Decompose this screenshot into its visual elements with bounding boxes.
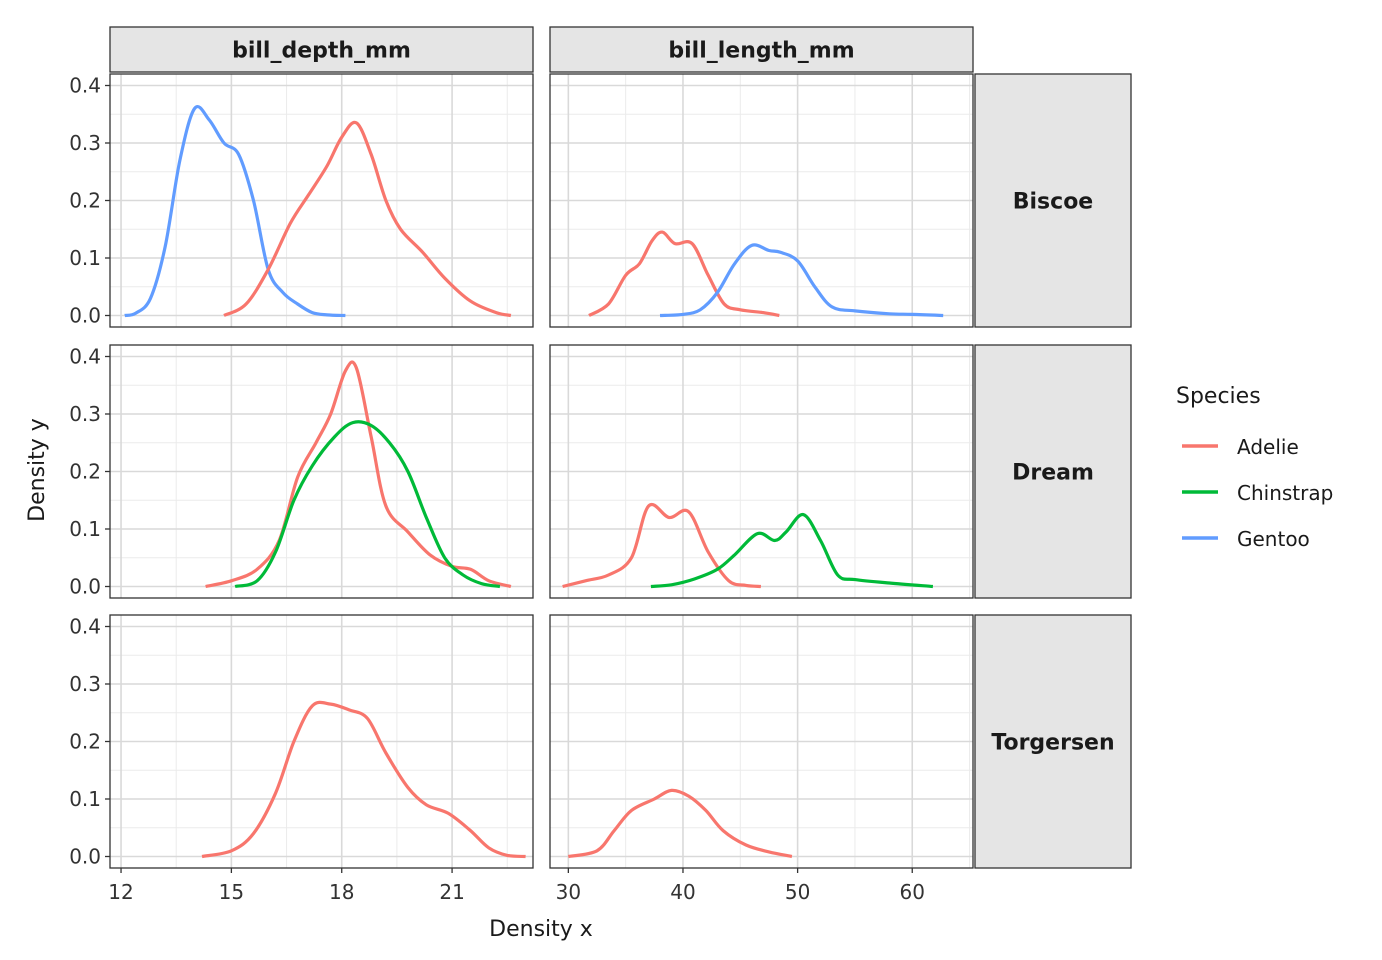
density-line-adelie <box>562 502 762 589</box>
y-tick-label: 0.3 <box>69 402 101 426</box>
y-tick-label: 0.0 <box>69 845 101 869</box>
density-line-adelie <box>223 120 512 318</box>
legend-items: Adelie Chinstrap Gentoo <box>1182 435 1333 551</box>
y-tick-label: 0.2 <box>69 730 101 754</box>
x-tick-label: 40 <box>670 880 695 904</box>
x-tick-label: 60 <box>900 880 925 904</box>
panel-biscoe-bill_length_mm <box>549 73 974 328</box>
y-tick-label: 0.1 <box>69 517 101 541</box>
y-tick-label: 0.3 <box>69 131 101 155</box>
x-tick-label: 12 <box>108 880 133 904</box>
facet-strip-row-label: Biscoe <box>1013 190 1093 215</box>
facet-strip-row-label: Dream <box>1012 461 1094 486</box>
panel-dream-bill_length_mm <box>549 344 974 599</box>
y-tick-label: 0.0 <box>69 304 101 328</box>
panel-border <box>549 344 974 599</box>
panel-torgersen-bill_length_mm <box>549 614 974 869</box>
facet-strip-col <box>109 26 534 73</box>
y-tick-label: 0.2 <box>69 460 101 484</box>
axes-layer: 0.0 0.1 0.2 0.3 0.4 0.0 0.1 0.2 0.3 0.4 0.0 0.1 0.2 0… <box>69 74 925 905</box>
density-line-gentoo <box>659 243 944 318</box>
panel-dream-bill_depth_mm <box>109 344 534 599</box>
panel-border <box>549 73 974 328</box>
x-tick-label: 21 <box>439 880 464 904</box>
legend: Species Adelie Chinstrap Gentoo <box>1176 384 1333 551</box>
legend-item-chinstrap: Chinstrap <box>1182 481 1333 505</box>
density-line-chinstrap <box>650 513 934 589</box>
density-line-adelie <box>205 360 512 589</box>
panel-border <box>549 614 974 869</box>
y-tick-label: 0.2 <box>69 189 101 213</box>
x-tick-label: 18 <box>329 880 354 904</box>
y-tick-label: 0.1 <box>69 246 101 270</box>
facet-strip-col-label: bill_length_mm <box>668 39 854 64</box>
y-tick-label: 0.1 <box>69 787 101 811</box>
legend-label: Gentoo <box>1237 527 1310 551</box>
density-line-gentoo <box>124 105 346 318</box>
panel-biscoe-bill_depth_mm <box>109 73 534 328</box>
y-tick-label: 0.3 <box>69 672 101 696</box>
facet-strip-row <box>974 614 1132 869</box>
x-tick-label: 30 <box>556 880 581 904</box>
legend-label: Adelie <box>1237 435 1299 459</box>
y-axis-title: Density y <box>25 418 50 522</box>
x-axis-title: Density x <box>489 917 593 942</box>
legend-item-adelie: Adelie <box>1182 435 1299 459</box>
y-tick-label: 0.0 <box>69 575 101 599</box>
legend-label: Chinstrap <box>1237 481 1333 505</box>
facet-strip-col <box>549 26 974 73</box>
y-tick-label: 0.4 <box>69 345 101 369</box>
strips-layer: bill_depth_mm bill_length_mm Biscoe Dream To… <box>109 26 1132 869</box>
panels-layer <box>109 73 974 869</box>
x-tick-label: 50 <box>785 880 810 904</box>
y-tick-label: 0.4 <box>69 74 101 98</box>
density-line-chinstrap <box>234 420 501 589</box>
density-line-adelie <box>588 230 780 318</box>
facet-strip-row-label: Torgersen <box>991 731 1114 756</box>
density-line-adelie <box>201 700 526 859</box>
legend-item-gentoo: Gentoo <box>1182 527 1310 551</box>
facet-strip-col-label: bill_depth_mm <box>232 39 411 64</box>
density-line-adelie <box>567 788 793 859</box>
panel-torgersen-bill_depth_mm <box>109 614 534 869</box>
x-tick-label: 15 <box>219 880 244 904</box>
facet-strip-row <box>974 344 1132 599</box>
facet-strip-row <box>974 73 1132 328</box>
y-tick-label: 0.4 <box>69 615 101 639</box>
legend-title: Species <box>1176 384 1261 409</box>
